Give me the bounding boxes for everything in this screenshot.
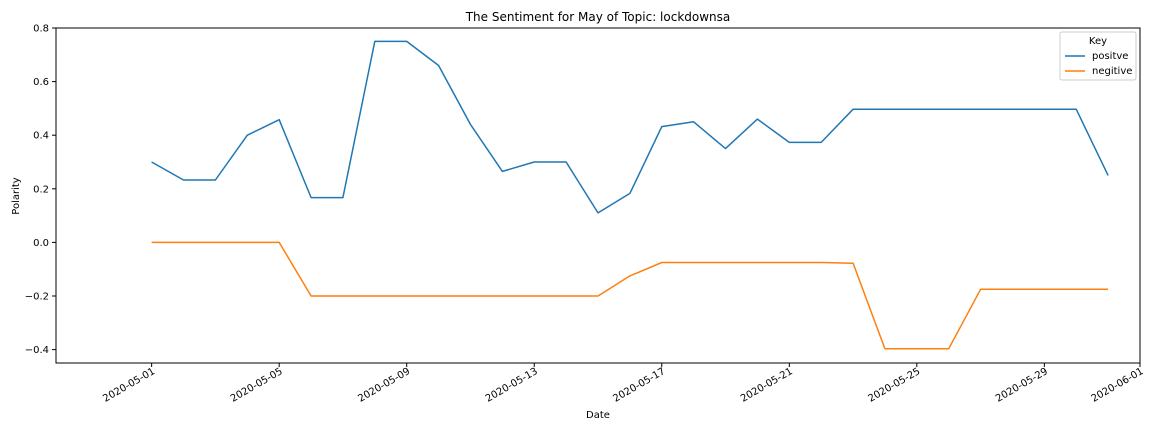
legend: Key positve negitive bbox=[1059, 31, 1137, 81]
series-layer bbox=[151, 40, 1109, 350]
y-tick-label: 0.4 bbox=[33, 131, 49, 142]
chart-title: The Sentiment for May of Topic: lockdown… bbox=[465, 10, 731, 24]
legend-entry-negitive: negitive bbox=[1092, 66, 1132, 77]
y-tick-label: −0.2 bbox=[25, 292, 49, 303]
legend-box bbox=[1059, 31, 1137, 81]
y-axis-label: Polarity bbox=[11, 177, 22, 215]
y-axis: 0.8 0.6 0.4 0.2 0.0 −0.2 −0.4 bbox=[25, 24, 56, 356]
plot-area bbox=[55, 27, 1141, 364]
y-tick-label: 0.0 bbox=[33, 238, 49, 249]
y-tick-label: −0.4 bbox=[25, 345, 49, 356]
y-tick-label: 0.2 bbox=[33, 184, 49, 195]
x-axis-label: Date bbox=[586, 410, 610, 421]
plot-frame bbox=[55, 27, 1141, 364]
y-tick-label: 0.6 bbox=[33, 77, 49, 88]
legend-title: Key bbox=[1089, 36, 1107, 47]
series-line-negitive bbox=[151, 241, 1109, 350]
series-line-positve bbox=[151, 40, 1109, 214]
y-tick-label: 0.8 bbox=[33, 24, 49, 35]
legend-entry-positve: positve bbox=[1092, 51, 1128, 62]
